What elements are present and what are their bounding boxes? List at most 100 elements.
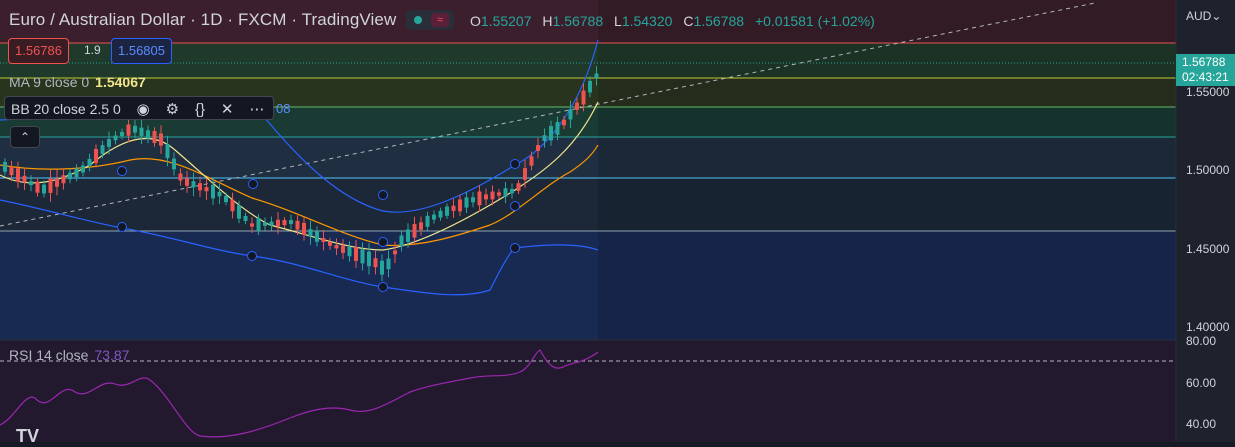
candle-body (230, 199, 235, 212)
status-dot-icon (414, 16, 422, 24)
future-area (598, 0, 1176, 340)
tradingview-logo[interactable]: TV (16, 426, 40, 446)
candle-body (16, 168, 20, 182)
zone-red (0, 0, 1176, 43)
candle-body (516, 183, 521, 191)
candle-body (575, 102, 579, 110)
candle-body (198, 183, 202, 191)
bar-countdown: 02:43:21 (1182, 70, 1229, 84)
candle-body (588, 80, 592, 93)
candle-body (113, 135, 118, 141)
candle-body (61, 175, 66, 184)
candle-body (523, 168, 527, 180)
candle-body (217, 191, 222, 197)
candle-body (334, 245, 339, 249)
candle-body (380, 260, 384, 275)
candle-body (172, 158, 176, 170)
candle-body (555, 122, 560, 135)
candle-body (529, 156, 534, 166)
candle-body (120, 131, 124, 137)
collapse-legend-button[interactable]: ⌃ (10, 126, 40, 148)
trend-line (0, 2, 1096, 227)
price-tick: 1.40000 (1186, 320, 1230, 334)
more-icon[interactable]: ⋯ (249, 101, 265, 118)
rsi-legend[interactable]: RSI 14 close 73.87 (9, 347, 129, 363)
rsi-pane (0, 340, 1176, 442)
candle-body (386, 258, 391, 270)
candle-body (9, 166, 14, 176)
change-value: +0.01581 (+1.02%) (754, 13, 875, 29)
buy-button[interactable]: 1.56805 (111, 38, 172, 64)
candle-body (256, 217, 261, 232)
candle-body (308, 229, 313, 237)
candle-body (471, 197, 475, 203)
symbol-title[interactable]: Euro / Australian Dollar · 1D · FXCM · T… (9, 10, 397, 29)
candle-body (81, 165, 85, 173)
candle-body (347, 246, 352, 257)
zone-blue (0, 231, 1176, 340)
visibility-toggle[interactable]: ≈ (406, 10, 454, 30)
candle-body (354, 247, 358, 261)
price-tick: 1.55000 (1186, 85, 1230, 99)
candle-body (315, 231, 319, 242)
candles (3, 66, 599, 281)
candle-body (139, 127, 144, 136)
candle-body (549, 126, 553, 141)
candle-body (295, 220, 300, 230)
candle-body (276, 219, 280, 227)
candle-body (204, 187, 209, 192)
candle-body (497, 192, 501, 196)
low-value: 1.54320 (621, 13, 673, 29)
rsi-line (0, 349, 599, 438)
bb-markers (117, 159, 520, 292)
candle-body (191, 181, 196, 188)
candle-body (159, 133, 163, 146)
high-key: H (542, 13, 553, 29)
candle-body (393, 250, 397, 255)
gear-icon[interactable]: ⚙ (165, 101, 180, 118)
candle-body (29, 181, 33, 186)
candle-body (321, 238, 326, 243)
candle-body (458, 199, 462, 212)
candle-body (464, 197, 469, 208)
candle-body (562, 119, 566, 126)
close-value: 1.56788 (693, 13, 745, 29)
eye-icon[interactable]: ◉ (136, 101, 150, 118)
price-tick: 1.50000 (1186, 163, 1230, 177)
candle-body (146, 130, 150, 139)
low-key: L (614, 13, 622, 29)
candle-body (373, 258, 378, 268)
candle-body (224, 195, 228, 203)
candle-body (107, 139, 111, 147)
price-tick: 1.45000 (1186, 242, 1230, 256)
candle-body (289, 220, 293, 225)
candle-body (152, 131, 157, 143)
candle-body (211, 184, 215, 199)
rsi-label: RSI 14 close (9, 347, 89, 363)
current-price: 1.56788 (1182, 55, 1226, 69)
candle-body (100, 145, 105, 154)
ma-legend[interactable]: MA 9 close 0 1.54067 (9, 74, 146, 90)
close-icon[interactable]: ✕ (220, 101, 234, 118)
candle-body (412, 224, 417, 238)
candle-body (367, 251, 371, 267)
candle-body (432, 214, 436, 220)
candle-body (250, 223, 254, 227)
candle-body (510, 188, 514, 194)
spread-value: 1.9 (84, 43, 101, 57)
candle-body (126, 124, 131, 136)
candle-body (490, 191, 495, 200)
open-key: O (470, 13, 481, 29)
candle-body (94, 148, 98, 164)
candle-body (74, 168, 79, 177)
rsi-tick: 60.00 (1186, 376, 1217, 390)
currency-selector[interactable]: AUD⌄ (1186, 9, 1222, 23)
candle-body (568, 109, 573, 120)
candle-body (581, 90, 586, 105)
bb-legend[interactable]: BB 20 close 2.5 0 ◉ ⚙ {} ✕ ⋯ (4, 96, 274, 120)
candle-body (68, 172, 72, 180)
candle-body (594, 73, 599, 79)
sell-button[interactable]: 1.56786 (8, 38, 69, 64)
braces-icon[interactable]: {} (194, 101, 205, 118)
